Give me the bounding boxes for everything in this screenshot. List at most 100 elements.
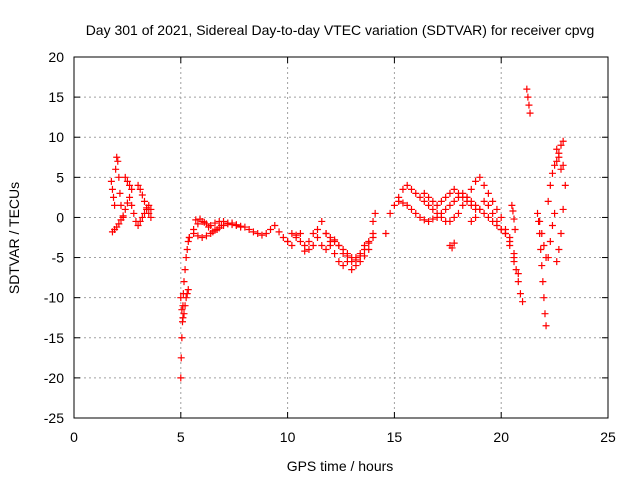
data-point xyxy=(553,157,561,165)
data-point xyxy=(209,228,217,236)
data-point xyxy=(548,221,556,229)
data-point xyxy=(113,153,121,161)
data-point xyxy=(224,220,232,228)
y-tick-label: -20 xyxy=(44,370,64,386)
x-tick-label: 5 xyxy=(177,429,185,445)
data-point xyxy=(559,161,567,169)
data-point xyxy=(446,217,454,225)
data-point xyxy=(382,229,390,237)
data-point xyxy=(557,229,565,237)
data-point xyxy=(509,207,517,215)
data-point xyxy=(467,185,475,193)
data-point xyxy=(399,199,407,207)
data-point xyxy=(180,278,188,286)
series-arc-9 xyxy=(185,217,292,246)
data-point xyxy=(343,250,351,258)
data-point xyxy=(352,256,360,264)
data-point xyxy=(467,201,475,209)
data-point xyxy=(548,169,556,177)
data-point xyxy=(284,238,292,246)
x-axis-label: GPS time / hours xyxy=(287,458,394,474)
data-point xyxy=(115,220,123,228)
y-tick-label: -5 xyxy=(52,250,65,266)
data-point xyxy=(205,223,213,231)
series-arc-19 xyxy=(467,197,522,278)
data-point xyxy=(390,201,398,209)
data-point xyxy=(126,181,134,189)
data-point xyxy=(136,185,144,193)
data-point xyxy=(489,209,497,217)
data-point xyxy=(369,234,377,241)
data-point xyxy=(559,137,567,145)
data-point xyxy=(292,231,300,239)
data-point xyxy=(245,225,253,233)
series-arc-15 xyxy=(369,209,379,225)
data-point xyxy=(314,234,322,241)
data-point xyxy=(179,314,187,322)
data-point xyxy=(371,209,379,217)
data-point xyxy=(194,232,202,240)
y-tick-labels: 20 15 10 5 0 -5 -10 -15 -20 -25 xyxy=(44,49,64,426)
data-point xyxy=(262,229,270,237)
data-point xyxy=(192,216,200,224)
data-point xyxy=(557,141,565,149)
data-point xyxy=(309,229,317,237)
data-point xyxy=(425,201,433,209)
data-point xyxy=(433,201,441,209)
data-point xyxy=(138,213,146,221)
series-arc-22 xyxy=(508,201,519,233)
data-point xyxy=(493,205,501,213)
data-point xyxy=(140,197,148,205)
data-point xyxy=(184,286,192,294)
data-point xyxy=(296,238,304,246)
data-point xyxy=(555,153,563,161)
y-tick-label: 10 xyxy=(48,129,64,145)
x-tick-label: 25 xyxy=(600,429,616,445)
data-point xyxy=(339,262,347,270)
data-point xyxy=(480,209,488,217)
data-point xyxy=(128,185,136,193)
data-points xyxy=(107,85,569,382)
data-point xyxy=(288,229,296,237)
data-point xyxy=(540,294,548,302)
data-point xyxy=(416,193,424,201)
data-point xyxy=(472,177,480,185)
data-point xyxy=(147,205,155,213)
series-arc-23 xyxy=(523,85,534,117)
data-point xyxy=(484,213,492,221)
data-point xyxy=(546,181,554,189)
data-point xyxy=(322,229,330,237)
data-point xyxy=(559,205,567,213)
data-point xyxy=(258,231,266,239)
data-point xyxy=(369,217,377,225)
data-point xyxy=(480,181,488,189)
data-point xyxy=(525,101,533,109)
data-point xyxy=(506,242,514,250)
data-point xyxy=(182,254,190,262)
data-point xyxy=(537,246,545,254)
data-point xyxy=(182,294,190,302)
data-point xyxy=(322,246,330,254)
data-point xyxy=(412,209,420,217)
x-tick-label: 20 xyxy=(493,429,509,445)
series-arc-28 xyxy=(553,145,567,173)
data-point xyxy=(534,209,542,217)
data-point xyxy=(279,234,287,241)
data-point xyxy=(185,234,193,241)
data-point xyxy=(115,173,123,181)
data-point xyxy=(437,209,445,217)
data-point xyxy=(512,266,520,274)
data-point xyxy=(539,278,547,286)
data-point xyxy=(275,228,283,236)
data-point xyxy=(181,302,189,310)
series-arc-26 xyxy=(544,209,559,262)
data-point xyxy=(476,173,484,181)
series-arc-8 xyxy=(177,286,192,322)
data-point xyxy=(433,213,441,221)
data-point xyxy=(114,157,122,165)
data-point xyxy=(360,246,368,254)
data-point xyxy=(177,354,185,362)
data-point xyxy=(190,229,198,237)
data-point xyxy=(561,181,569,189)
x-tick-label: 15 xyxy=(387,429,403,445)
